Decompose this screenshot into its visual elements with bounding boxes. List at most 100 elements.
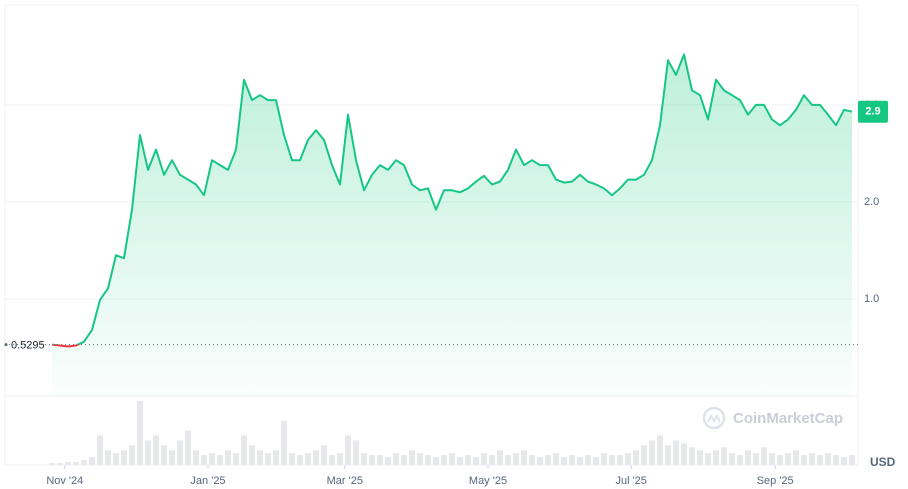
volume-bar [569,455,575,465]
volume-bar [593,457,599,465]
watermark-logo [702,406,726,430]
x-tick-label: Nov '24 [46,475,83,487]
volume-bar [305,453,311,465]
volume-bar [177,440,183,465]
volume-bar [633,450,639,465]
volume-bar [257,450,263,465]
volume-bar [441,455,447,465]
volume-bar [489,455,495,465]
volume-bar [233,453,239,465]
volume-bar [217,455,223,465]
volume-bar [129,445,135,465]
volume-bar [81,460,87,465]
volume-bar [281,420,287,465]
volume-bar [209,453,215,465]
volume-bar [425,455,431,465]
volume-bar [401,455,407,465]
volume-bar [153,435,159,465]
volume-bar [617,455,623,465]
volume-bar [809,453,815,465]
baseline-dot [4,343,8,347]
x-tick-label: Jul '25 [615,475,646,487]
volume-bar [529,455,535,465]
volume-bar [505,455,511,465]
volume-bar [201,455,207,465]
volume-bar [337,453,343,465]
x-tick-label: Mar '25 [327,475,363,487]
volume-bar [849,455,855,465]
price-line [51,53,853,348]
volume-bar [513,453,519,465]
volume-bar [697,450,703,465]
volume-bar [473,457,479,465]
volume-bar [433,457,439,465]
volume-bar [273,450,279,465]
volume-bar [329,455,335,465]
volume-bar [361,453,367,465]
volume-bar [745,450,751,465]
volume-bar [145,440,151,465]
volume-bar [289,453,295,465]
volume-bar [769,453,775,465]
volume-bar [241,435,247,465]
volume-bar [409,450,415,465]
volume-bar [833,455,839,465]
volume-bar [417,453,423,465]
volume-bar [369,455,375,465]
volume-bar [649,440,655,465]
volume-bar [113,453,119,465]
volume-bar [753,453,759,465]
volume-bar [65,462,71,465]
volume-bar [681,443,687,465]
price-tag [858,100,888,123]
volume-bar [161,445,167,465]
volume-bar [137,400,143,465]
volume-bar [105,450,111,465]
baseline-label: 0.5295 [11,340,45,352]
volume-bar [689,447,695,465]
currency-label: USD [870,455,896,469]
volume-bar [313,450,319,465]
volume-bar [553,453,559,465]
volume-bar [785,453,791,465]
price-area [52,54,852,396]
volume-bar [721,447,727,465]
volume-bar [377,455,383,465]
volume-bar [841,457,847,465]
volume-bar [449,453,455,465]
volume-bar [801,455,807,465]
volume-bar [825,453,831,465]
volume-bar [457,457,463,465]
volume-bars [49,400,855,465]
volume-bar [97,435,103,465]
volume-bar [545,455,551,465]
volume-bar [817,455,823,465]
y-tick-label: 1.0 [864,293,879,305]
volume-bar [577,457,583,465]
y-tick-label: 2.0 [864,196,879,208]
volume-bar [393,453,399,465]
volume-bar [297,455,303,465]
volume-bar [321,445,327,465]
volume-bar [49,463,55,465]
volume-bar [497,450,503,465]
volume-bar [729,453,735,465]
volume-bar [673,440,679,465]
plot-frame [4,4,859,466]
volume-bar [537,457,543,465]
volume-bar [193,450,199,465]
volume-bar [265,453,271,465]
volume-bar [169,450,175,465]
volume-bar [601,453,607,465]
volume-bar [705,453,711,465]
volume-bar [521,450,527,465]
volume-bar [561,457,567,465]
volume-bar [737,455,743,465]
volume-bar [385,457,391,465]
x-tick-label: May '25 [469,475,507,487]
volume-bar [57,463,63,465]
volume-bar [465,455,471,465]
volume-bar [121,450,127,465]
volume-bar [185,430,191,465]
